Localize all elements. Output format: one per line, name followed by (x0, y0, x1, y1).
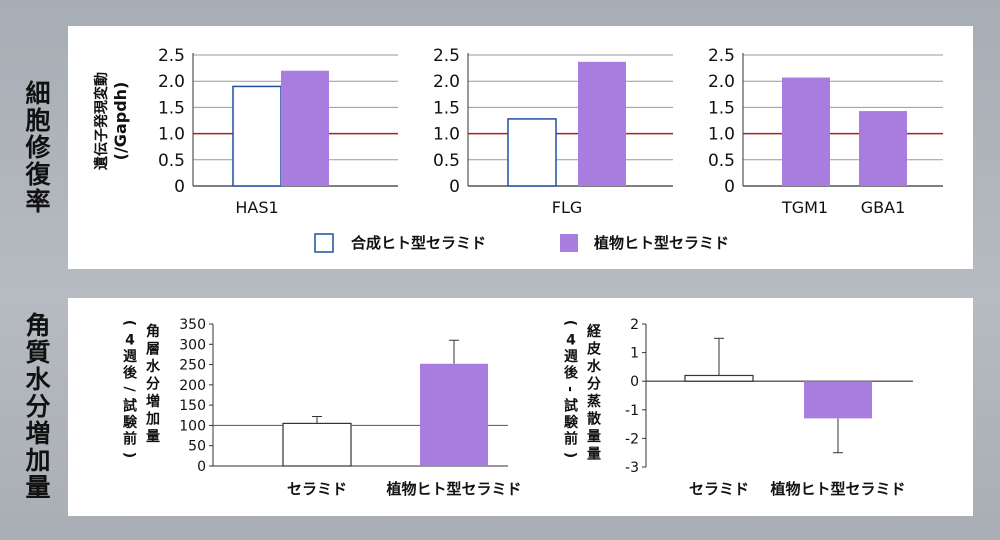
y-axis-title-char: 試 (123, 398, 137, 415)
y-axis-title-char: 後 (123, 365, 138, 382)
y-tick-label: 2.0 (158, 72, 185, 92)
bar-ceramide (684, 374, 754, 382)
y-tick-label: -1 (625, 403, 639, 419)
y-tick-label: 2.0 (433, 72, 460, 92)
y-axis-title-char: 後 (564, 365, 579, 382)
y-axis-title-char: 4 (125, 333, 135, 349)
category-label-has1: HAS1 (235, 198, 278, 217)
y-tick-label: 0 (449, 177, 460, 197)
y-axis-title-char: 角 (146, 323, 160, 340)
bar-tgm1-plant (782, 77, 830, 186)
y-axis-title-char: - (562, 386, 578, 392)
y-axis-title-char: 前 (564, 431, 578, 448)
legend-label-plant: 植物ヒト型セラミド (594, 234, 729, 252)
y-tick-label: 2.0 (708, 72, 735, 92)
y-axis-title-char: 水 (146, 358, 161, 375)
y-tick-label: 0 (174, 177, 185, 197)
y-tick-label: 350 (179, 317, 206, 333)
category-label: 植物ヒト型セラミド (770, 480, 905, 498)
y-tick-label: 0 (197, 459, 206, 475)
y-tick-label: 2 (630, 317, 639, 333)
y-tick-label: 1.0 (433, 125, 460, 145)
y-tick-label: 2.5 (158, 46, 185, 66)
y-tick-label: 0 (724, 177, 735, 197)
y-tick-label: 1.0 (158, 125, 185, 145)
bar-has1-plant (281, 70, 329, 186)
category-label: セラミド (689, 480, 749, 498)
y-axis-title-char: 分 (587, 377, 601, 393)
y-axis-title-char: / (121, 386, 137, 392)
y-axis-title-char: 増 (146, 393, 160, 410)
category-label: 植物ヒト型セラミド (386, 480, 521, 498)
y-tick-label: -3 (625, 460, 639, 476)
y-axis-title-char: 週 (123, 349, 137, 365)
y-axis-subtitle: (4週後 - 試験前) (562, 320, 579, 458)
bar-gba1-plant (859, 111, 907, 186)
y-axis-title-char: 分 (146, 377, 160, 393)
y-tick-label: 0.5 (433, 151, 460, 171)
y-axis-title-char: ) (121, 452, 137, 458)
bar-has1-synthetic (232, 85, 282, 187)
moisture-panel: 0 50 100 150 200 250 300 350 セラミド 植物ヒト型セラミド角層水分増加… (68, 298, 973, 516)
y-axis-title-char: 験 (564, 414, 579, 431)
y-tick-label: 1.0 (708, 125, 735, 145)
bar-flg-plant (578, 61, 626, 187)
y-tick-label: 50 (188, 439, 206, 455)
y-axis-title-char: 蒸 (587, 393, 601, 410)
y-axis-title-char: 経 (587, 323, 602, 340)
y-tick-label: 250 (179, 358, 206, 374)
y-axis-title-char: ( (121, 320, 137, 326)
cell-repair-charts: 0 0.5 1.0 1.5 2.0 2.5 HAS1 0 0.5 1.0 1.5 2.0 2.5 FLG 0… (93, 46, 943, 253)
bar-plant-ceramide (420, 363, 488, 466)
y-tick-label: 0 (630, 374, 639, 390)
y-tick-label: -2 (625, 431, 639, 447)
bar-ceramide (282, 422, 352, 467)
y-tick-label: 2.5 (433, 46, 460, 66)
y-tick-label: 1.5 (708, 98, 735, 118)
y-tick-label: 200 (179, 378, 206, 394)
y-axis-title-char: ) (562, 452, 578, 458)
y-axis-title-char: 試 (564, 398, 578, 415)
y-axis-title-char: 前 (123, 431, 137, 448)
y-tick-label: 150 (179, 398, 206, 414)
bar-plant-ceramide (804, 381, 872, 419)
y-axis-title-char: 量 (587, 447, 601, 463)
category-label-gba1: GBA1 (861, 198, 906, 217)
y-axis-title-char: 4 (566, 333, 576, 349)
y-axis-title-char: 皮 (586, 341, 601, 358)
cell-repair-panel: 0 0.5 1.0 1.5 2.0 2.5 HAS1 0 0.5 1.0 1.5 2.0 2.5 FLG 0… (68, 26, 973, 269)
y-tick-label: 1 (630, 346, 639, 362)
category-label-tgm1: TGM1 (781, 198, 828, 217)
section-label-moisture: 角質水分増加量 (22, 312, 51, 501)
y-axis-title-char: 量 (146, 429, 160, 445)
y-tick-label: 0.5 (708, 151, 735, 171)
section-label-cell-repair: 細胞修復率 (22, 80, 51, 215)
y-axis-subtitle: (4週後 / 試験前) (121, 320, 138, 458)
y-axis-title-char: 水 (587, 358, 602, 375)
y-tick-label: 1.5 (158, 98, 185, 118)
y-tick-label: 2.5 (708, 46, 735, 66)
y-axis-title-char: 散 (587, 411, 602, 428)
y-tick-label: 300 (179, 337, 206, 353)
y-axis-title-char: 量 (587, 429, 601, 445)
y-axis-title-char: ( (562, 320, 578, 326)
y-tick-label: 1.5 (433, 98, 460, 118)
y-tick-label: 0.5 (158, 151, 185, 171)
y-axis-title-char: 週 (564, 349, 578, 365)
category-label-flg: FLG (552, 198, 583, 217)
y-axis-title-char: 層 (146, 342, 160, 358)
bar-flg-synthetic (507, 118, 557, 187)
y-axis-title-char: 験 (123, 414, 138, 431)
legend-swatch-synthetic (314, 233, 334, 253)
category-label: セラミド (287, 480, 347, 498)
y-axis-title-char: 加 (145, 412, 160, 428)
y-axis-title: 遺伝子発現変動 (93, 72, 110, 170)
legend-swatch-plant (560, 234, 578, 252)
y-tick-label: 100 (179, 418, 206, 434)
legend-label-synthetic: 合成ヒト型セラミド (350, 234, 486, 252)
y-axis-unit: (/Gapdh) (111, 82, 130, 161)
